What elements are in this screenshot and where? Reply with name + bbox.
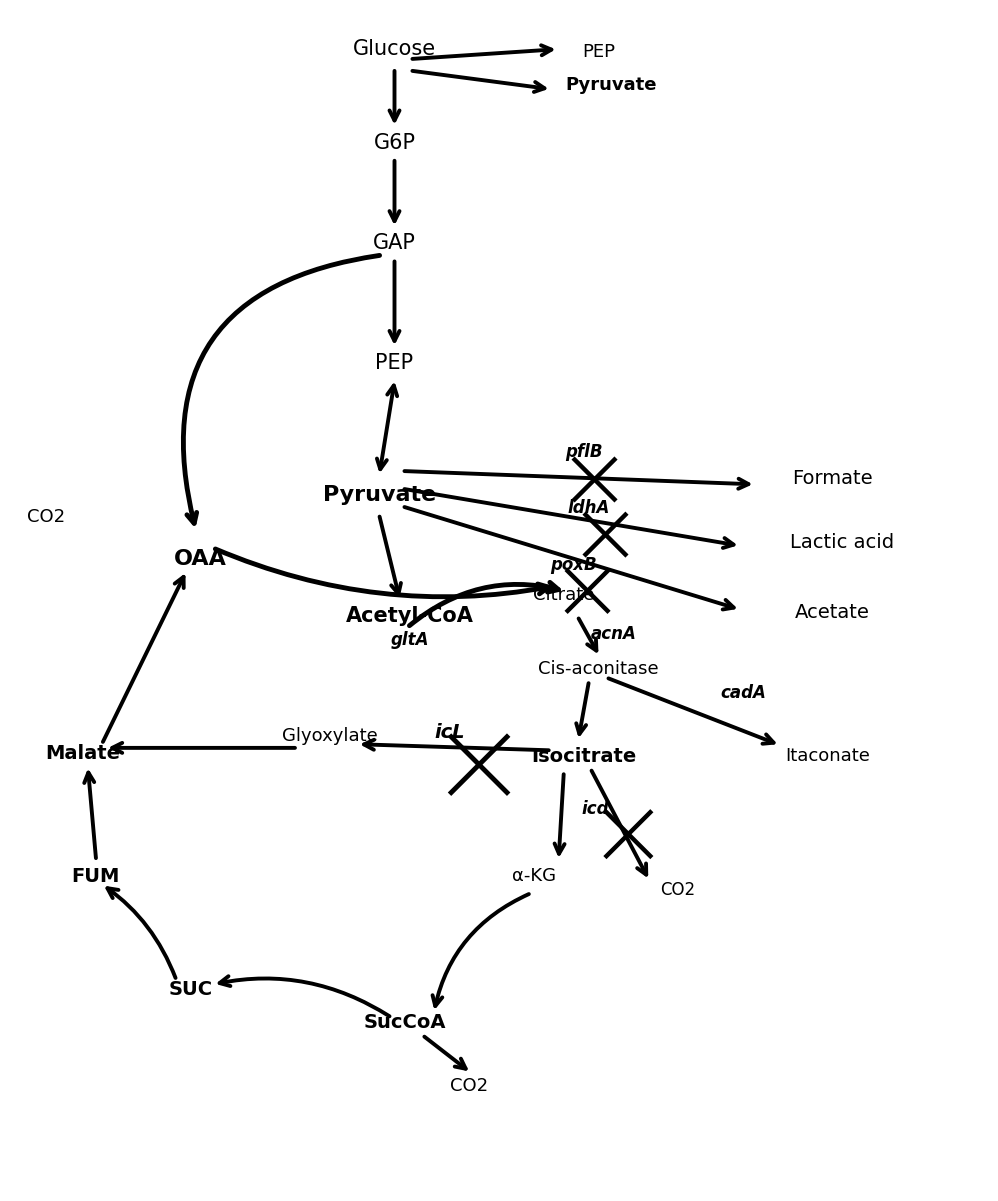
Text: Acetyl-CoA: Acetyl-CoA	[345, 607, 473, 626]
Text: cadA: cadA	[720, 683, 765, 701]
Text: SUC: SUC	[169, 980, 213, 999]
Text: CO2: CO2	[450, 1077, 488, 1095]
Text: α-KG: α-KG	[512, 867, 556, 885]
Text: PEP: PEP	[375, 353, 413, 374]
Text: Pyruvate: Pyruvate	[323, 485, 436, 506]
Text: Glucose: Glucose	[353, 40, 436, 59]
Text: CO2: CO2	[27, 508, 65, 526]
Text: poxB: poxB	[550, 556, 597, 574]
Text: icd: icd	[582, 800, 610, 818]
Text: ldhA: ldhA	[568, 500, 610, 518]
Text: OAA: OAA	[174, 549, 227, 568]
Text: G6P: G6P	[373, 133, 415, 153]
Text: Malate: Malate	[46, 745, 121, 764]
Text: CO2: CO2	[661, 882, 696, 900]
Text: gltA: gltA	[390, 631, 429, 649]
Text: FUM: FUM	[72, 867, 120, 885]
Text: Acetate: Acetate	[795, 603, 870, 622]
Text: GAP: GAP	[373, 233, 416, 253]
Text: Lactic acid: Lactic acid	[790, 533, 894, 552]
Text: Citrate: Citrate	[533, 586, 595, 604]
Text: pflB: pflB	[565, 443, 603, 461]
Text: Itaconate: Itaconate	[785, 747, 870, 765]
Text: Pyruvate: Pyruvate	[566, 77, 658, 94]
Text: Glyoxylate: Glyoxylate	[282, 727, 377, 745]
Text: SucCoA: SucCoA	[363, 1012, 446, 1032]
Text: acnA: acnA	[591, 625, 637, 643]
Text: PEP: PEP	[582, 43, 615, 61]
Text: icL: icL	[434, 723, 464, 742]
Text: Cis-aconitase: Cis-aconitase	[538, 659, 659, 677]
Text: Isocitrate: Isocitrate	[531, 747, 636, 766]
Text: Formate: Formate	[792, 468, 872, 488]
